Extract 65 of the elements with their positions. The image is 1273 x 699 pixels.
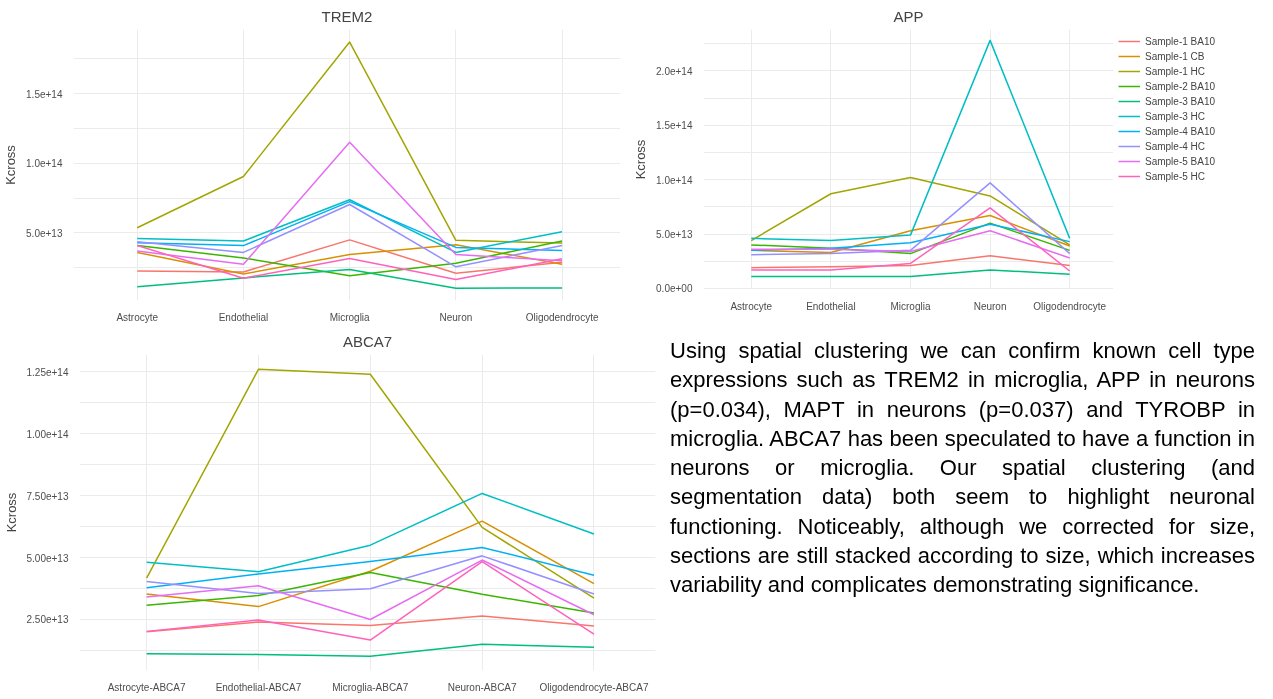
chart-title: TREM2 xyxy=(321,7,373,25)
legend-label: Sample-3 HC xyxy=(1145,109,1206,123)
line-series xyxy=(145,546,595,589)
x-tick-label: Microglia xyxy=(329,311,371,323)
x-tick-label: Microglia-ABCA7 xyxy=(332,681,409,693)
y-tick-label: 5.0e+13 xyxy=(656,229,693,241)
y-tick-label: 2.0e+14 xyxy=(656,65,693,77)
legend-label: Sample-3 BA10 xyxy=(1145,94,1216,108)
y-tick-label: 1.5e+14 xyxy=(656,120,693,132)
line-series xyxy=(145,560,595,641)
x-tick-label: Neuron xyxy=(439,311,473,323)
y-tick-label: 1.0e+14 xyxy=(656,174,693,186)
x-tick-label: Astrocyte xyxy=(116,311,159,323)
legend-label: Sample-5 BA10 xyxy=(1145,154,1216,168)
legend-label: Sample-1 HC xyxy=(1145,64,1206,78)
y-axis-title: Kcross xyxy=(633,139,649,180)
line-series xyxy=(750,176,1071,246)
chart-title: ABCA7 xyxy=(342,332,393,350)
y-tick-label: 5.00e+13 xyxy=(26,552,69,564)
x-tick-label: Oligodendrocyte-ABCA7 xyxy=(539,681,649,693)
legend-label: Sample-5 HC xyxy=(1145,169,1206,183)
line-series xyxy=(750,182,1071,256)
x-tick-label: Neuron xyxy=(973,300,1007,312)
line-series xyxy=(750,207,1071,272)
line-series xyxy=(145,559,595,621)
legend-label: Sample-1 CB xyxy=(1145,49,1205,63)
line-series xyxy=(750,255,1071,269)
legend-label: Sample-2 BA10 xyxy=(1145,79,1216,93)
x-tick-label: Oligodendrocyte xyxy=(1033,300,1107,312)
line-series xyxy=(145,520,595,608)
y-tick-label: 0.0e+00 xyxy=(656,283,693,295)
line-series xyxy=(145,555,595,595)
chart-title: APP xyxy=(893,7,924,25)
legend-label: Sample-4 HC xyxy=(1145,139,1206,153)
line-series xyxy=(136,203,563,268)
y-tick-label: 7.50e+13 xyxy=(26,490,69,502)
y-tick-label: 1.0e+14 xyxy=(26,158,63,170)
text: Using spatial clustering we can confirm known cell type expressions such as TREM2 in microglia, APP in neurons (p=0.034), MAPT in neurons (p=0.037) and TYROBP in microglia. ABCA7 has been speculated to have a function in neurons or microglia. Our spatial clustering (and segmentation data) both seem to highlight neuronal functioning. Noticeably, although we corrected for size, sections are still stacked according to size, which increases variability and complicates demonstrating significance. xyxy=(670,338,1255,597)
y-tick-label: 1.00e+14 xyxy=(26,428,69,440)
y-tick-label: 5.0e+13 xyxy=(26,227,63,239)
line-series xyxy=(136,41,563,244)
x-tick-label: Microglia xyxy=(890,300,931,312)
line-series xyxy=(145,571,595,614)
y-axis-title: Kcross xyxy=(3,492,19,533)
x-tick-label: Endothelial xyxy=(218,311,269,323)
y-axis-title: Kcross xyxy=(3,144,19,185)
x-tick-label: Oligodendrocyte xyxy=(525,311,599,323)
line-series xyxy=(145,492,595,573)
legend-label: Sample-1 BA10 xyxy=(1145,34,1216,48)
line-series xyxy=(136,268,563,289)
y-tick-label: 1.25e+14 xyxy=(26,366,69,378)
line-series xyxy=(136,141,563,266)
x-tick-label: Endothelial-ABCA7 xyxy=(215,681,302,693)
line-series xyxy=(750,39,1071,242)
y-tick-label: 1.5e+14 xyxy=(26,88,63,100)
legend-label: Sample-4 BA10 xyxy=(1145,124,1216,138)
line-series xyxy=(145,615,595,633)
line-series xyxy=(145,368,595,599)
x-tick-label: Neuron-ABCA7 xyxy=(447,681,518,693)
x-tick-label: Astrocyte-ABCA7 xyxy=(107,681,186,693)
y-tick-label: 2.50e+13 xyxy=(26,614,69,626)
x-tick-label: Astrocyte xyxy=(730,300,773,312)
x-tick-label: Endothelial xyxy=(806,300,856,312)
line-series xyxy=(750,230,1071,259)
line-series xyxy=(145,643,595,657)
